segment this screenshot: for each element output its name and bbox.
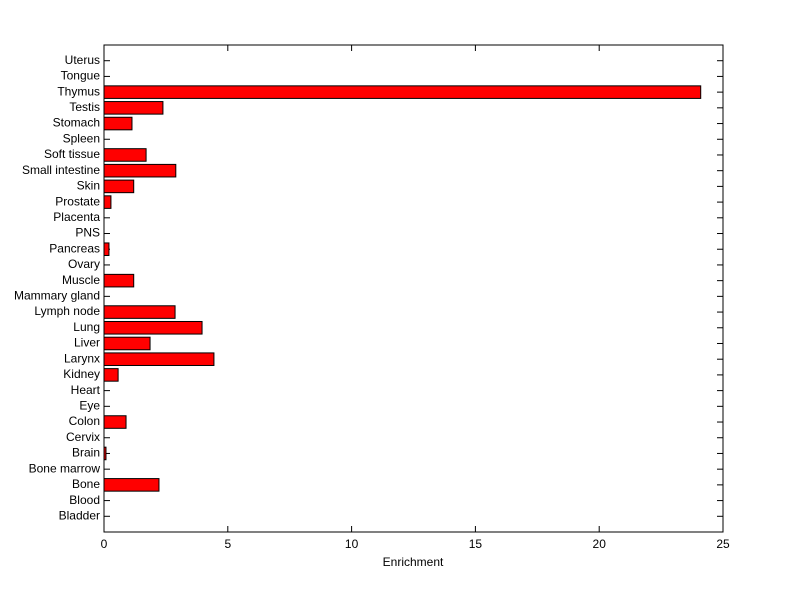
y-tick-label: PNS [75, 226, 100, 240]
y-tick-label: Pancreas [49, 241, 100, 255]
y-tick-label: Brain [72, 446, 100, 460]
y-tick-label: Eye [79, 398, 100, 412]
bar [103, 179, 135, 194]
bar [103, 163, 177, 178]
y-tick-label: Tongue [61, 69, 101, 83]
plot-frame [103, 44, 724, 533]
bar [103, 101, 164, 115]
bar [103, 352, 215, 366]
y-tick-label: Ovary [68, 257, 100, 271]
bar [103, 368, 119, 382]
y-tick-label: Kidney [63, 367, 100, 381]
y-tick-label: Mammary gland [14, 289, 100, 303]
y-tick-label: Lymph node [34, 304, 100, 318]
y-tick-label: Skin [77, 179, 100, 193]
bar [103, 85, 702, 99]
bar [103, 195, 112, 209]
y-tick-label: Lung [73, 320, 100, 334]
y-tick-label: Thymus [57, 84, 100, 98]
bar [103, 336, 151, 351]
y-tick-label: Bone [72, 477, 100, 491]
y-tick-label: Testis [69, 100, 100, 114]
y-tick-label: Liver [74, 336, 100, 350]
bar [103, 415, 127, 429]
y-tick-label: Soft tissue [44, 147, 100, 161]
y-tick-label: Uterus [65, 53, 100, 67]
y-tick-label: Small intestine [22, 163, 100, 177]
y-tick-label: Heart [71, 383, 101, 397]
x-tick-label: 15 [469, 537, 483, 551]
y-tick-label: Placenta [53, 210, 100, 224]
x-tick-label: 0 [101, 537, 108, 551]
y-tick-label: Stomach [53, 116, 100, 130]
x-tick-label: 25 [716, 537, 730, 551]
bar [103, 305, 176, 319]
bar [103, 148, 147, 162]
y-tick-label: Bladder [59, 508, 100, 522]
y-tick-label: Spleen [63, 131, 100, 145]
y-tick-label: Larynx [64, 351, 100, 365]
bar [103, 478, 160, 492]
y-tick-label: Cervix [66, 430, 100, 444]
x-tick-label: 20 [593, 537, 607, 551]
y-tick-label: Blood [69, 493, 100, 507]
bar [103, 273, 135, 288]
y-tick-label: Muscle [62, 273, 100, 287]
bar [103, 320, 203, 335]
bar [103, 242, 110, 257]
x-tick-label: 10 [345, 537, 359, 551]
x-axis-label: Enrichment [383, 555, 444, 569]
y-tick-label: Prostate [55, 194, 100, 208]
x-tick-label: 5 [224, 537, 231, 551]
y-tick-label: Colon [69, 414, 100, 428]
y-tick-label: Bone marrow [29, 461, 101, 475]
bar [103, 116, 133, 131]
